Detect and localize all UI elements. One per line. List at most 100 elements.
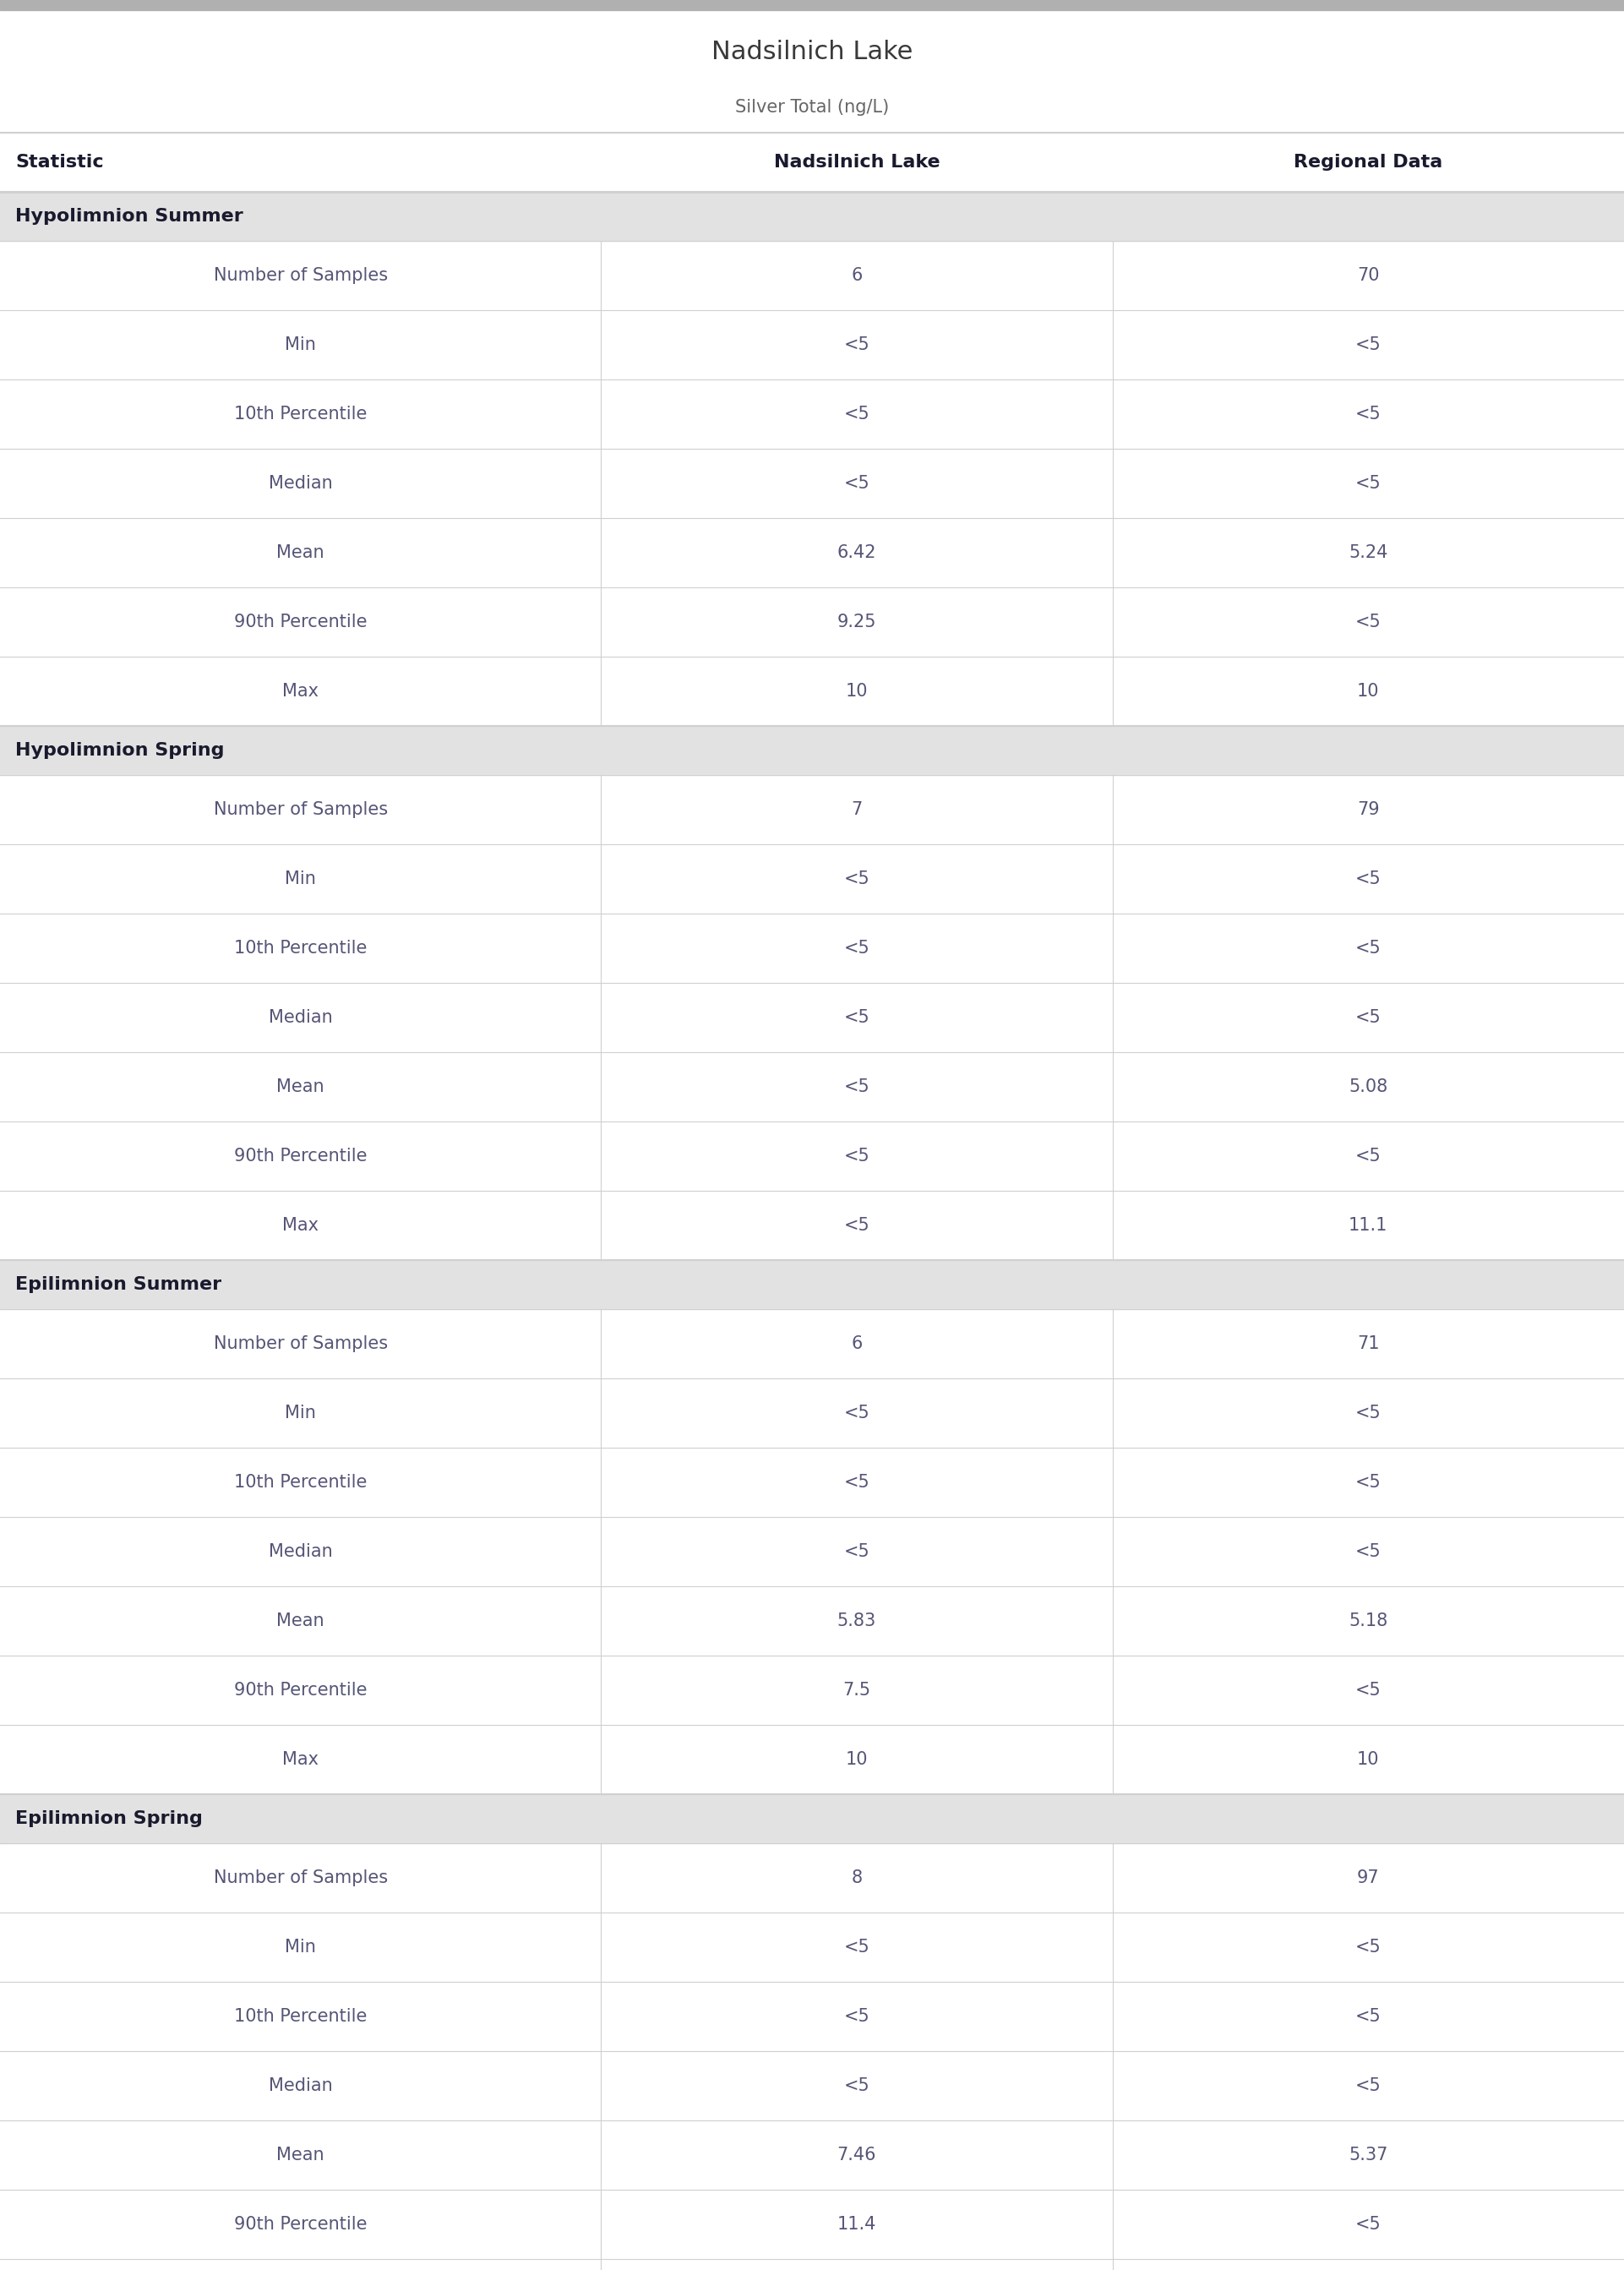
Bar [0, 588, 1624, 656]
Text: 5.08: 5.08 [1348, 1078, 1389, 1096]
Text: Nadsilnich Lake: Nadsilnich Lake [773, 154, 940, 170]
Text: <5: <5 [1356, 1405, 1380, 1421]
Text: 79: 79 [1358, 801, 1379, 817]
Text: Number of Samples: Number of Samples [213, 1870, 388, 1886]
Text: 10: 10 [846, 1750, 867, 1768]
Bar [0, 1725, 1624, 1793]
Bar [0, 1448, 1624, 1516]
Text: 5.24: 5.24 [1348, 545, 1389, 561]
Bar [0, 518, 1624, 588]
Bar [0, 379, 1624, 449]
Text: Mean: Mean [276, 2147, 325, 2163]
Text: 8: 8 [851, 1870, 862, 1886]
Text: Number of Samples: Number of Samples [213, 1335, 388, 1353]
Text: 10: 10 [846, 683, 867, 699]
Text: Min: Min [284, 869, 317, 888]
Text: <5: <5 [1356, 2009, 1380, 2025]
Bar [0, 1516, 1624, 1587]
Text: Min: Min [284, 1939, 317, 1957]
Text: Epilimnion Spring: Epilimnion Spring [15, 1809, 203, 1827]
Text: Median: Median [268, 2077, 333, 2095]
Text: <5: <5 [844, 474, 869, 493]
Text: Silver Total (ng/L): Silver Total (ng/L) [736, 98, 888, 116]
Text: 97: 97 [1358, 1870, 1379, 1886]
Text: Regional Data: Regional Data [1294, 154, 1442, 170]
Text: <5: <5 [1356, 1473, 1380, 1491]
Text: Number of Samples: Number of Samples [213, 801, 388, 817]
Bar [0, 1982, 1624, 2052]
Text: <5: <5 [844, 1010, 869, 1026]
Text: <5: <5 [844, 336, 869, 354]
Text: 7.5: 7.5 [843, 1682, 870, 1698]
Text: Nadsilnich Lake: Nadsilnich Lake [711, 39, 913, 64]
Bar [0, 0, 1624, 9]
Bar [0, 1655, 1624, 1725]
Text: Min: Min [284, 1405, 317, 1421]
Bar [0, 774, 1624, 844]
Text: Median: Median [268, 1010, 333, 1026]
Text: 90th Percentile: 90th Percentile [234, 1682, 367, 1698]
Bar [0, 983, 1624, 1053]
Bar [0, 193, 1624, 241]
Text: 10: 10 [1358, 1750, 1379, 1768]
Text: <5: <5 [1356, 1010, 1380, 1026]
Bar [0, 311, 1624, 379]
Bar [0, 726, 1624, 774]
Text: 10th Percentile: 10th Percentile [234, 2009, 367, 2025]
Text: 11.1: 11.1 [1348, 1217, 1389, 1235]
Text: <5: <5 [844, 1939, 869, 1957]
Text: <5: <5 [844, 1078, 869, 1096]
Text: <5: <5 [844, 2077, 869, 2095]
Text: 90th Percentile: 90th Percentile [234, 2216, 367, 2234]
Text: <5: <5 [1356, 336, 1380, 354]
Text: 10th Percentile: 10th Percentile [234, 1473, 367, 1491]
Text: <5: <5 [1356, 2216, 1380, 2234]
Text: 7.46: 7.46 [836, 2147, 877, 2163]
Bar [0, 2191, 1624, 2259]
Text: <5: <5 [1356, 1682, 1380, 1698]
Bar [0, 1260, 1624, 1310]
Text: Max: Max [283, 683, 318, 699]
Text: Median: Median [268, 1544, 333, 1559]
Text: <5: <5 [844, 940, 869, 956]
Text: 6.42: 6.42 [836, 545, 877, 561]
Bar [0, 1914, 1624, 1982]
Text: <5: <5 [844, 1544, 869, 1559]
Bar [0, 2120, 1624, 2191]
Bar [0, 1121, 1624, 1192]
Text: 71: 71 [1358, 1335, 1379, 1353]
Text: Min: Min [284, 336, 317, 354]
Text: <5: <5 [1356, 406, 1380, 422]
Text: 10th Percentile: 10th Percentile [234, 940, 367, 956]
Text: <5: <5 [1356, 2077, 1380, 2095]
Text: <5: <5 [1356, 1544, 1380, 1559]
Bar [0, 241, 1624, 311]
Text: Hypolimnion Spring: Hypolimnion Spring [15, 742, 224, 758]
Text: Max: Max [283, 1217, 318, 1235]
Bar [0, 1310, 1624, 1378]
Text: <5: <5 [1356, 1149, 1380, 1165]
Text: <5: <5 [1356, 474, 1380, 493]
Text: Mean: Mean [276, 1612, 325, 1630]
Bar [0, 1192, 1624, 1260]
Bar [0, 2052, 1624, 2120]
Text: 90th Percentile: 90th Percentile [234, 1149, 367, 1165]
Text: Epilimnion Summer: Epilimnion Summer [15, 1276, 221, 1294]
Text: <5: <5 [844, 1405, 869, 1421]
Bar [0, 844, 1624, 913]
Text: Number of Samples: Number of Samples [213, 268, 388, 284]
Text: Hypolimnion Summer: Hypolimnion Summer [15, 209, 244, 225]
Text: <5: <5 [844, 406, 869, 422]
Bar [0, 1843, 1624, 1914]
Text: 5.83: 5.83 [836, 1612, 877, 1630]
Text: 5.37: 5.37 [1348, 2147, 1389, 2163]
Text: 70: 70 [1358, 268, 1379, 284]
Text: 6: 6 [851, 1335, 862, 1353]
Bar [0, 449, 1624, 518]
Text: <5: <5 [1356, 940, 1380, 956]
Bar [0, 1378, 1624, 1448]
Bar [0, 913, 1624, 983]
Bar [0, 1587, 1624, 1655]
Text: 11.4: 11.4 [836, 2216, 877, 2234]
Text: <5: <5 [844, 1149, 869, 1165]
